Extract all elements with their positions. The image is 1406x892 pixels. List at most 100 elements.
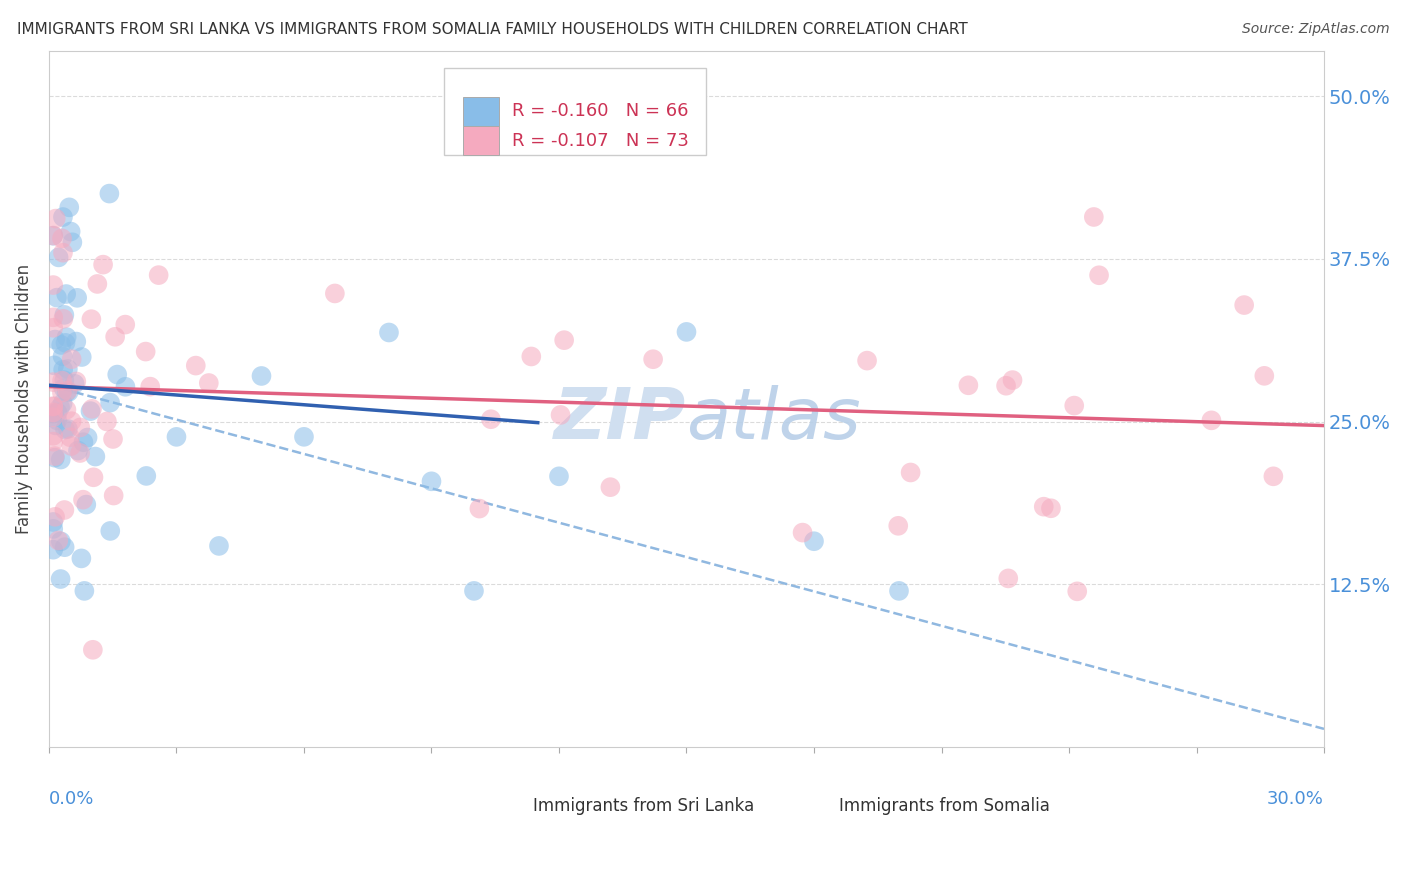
Point [52, 245, 75, 260]
Point [1201, 413, 1223, 427]
Point [1083, 210, 1105, 224]
Point [53, 423, 76, 437]
Point [643, 352, 665, 367]
Point [479, 412, 502, 426]
Point [98, 186, 121, 201]
Point [98, 395, 121, 409]
Point [55, 287, 77, 301]
Text: Immigrants from Sri Lanka: Immigrants from Sri Lanka [533, 797, 755, 815]
Point [42, 400, 65, 414]
Point [1066, 584, 1088, 599]
Point [96, 415, 118, 429]
Point [60, 414, 83, 428]
Point [91, 258, 114, 272]
Point [166, 430, 188, 444]
Point [520, 350, 543, 364]
Point [803, 534, 825, 549]
Point [69, 446, 91, 460]
Text: 0.0%: 0.0% [49, 790, 94, 808]
Point [42, 515, 65, 529]
Point [1253, 368, 1275, 383]
Point [52, 311, 75, 326]
Point [1001, 373, 1024, 387]
Point [135, 344, 157, 359]
Point [58, 384, 80, 399]
Point [79, 404, 101, 418]
Point [1063, 399, 1085, 413]
Point [59, 430, 82, 444]
Text: atlas: atlas [686, 385, 860, 454]
Point [52, 362, 75, 376]
Point [98, 524, 121, 538]
Point [59, 225, 82, 239]
Point [51, 385, 73, 400]
Point [82, 470, 104, 484]
Y-axis label: Family Households with Children: Family Households with Children [15, 264, 32, 534]
Point [49, 572, 72, 586]
FancyBboxPatch shape [464, 96, 499, 126]
Point [53, 373, 76, 387]
Point [1088, 268, 1111, 283]
Point [42, 522, 65, 536]
Point [42, 428, 65, 442]
Point [957, 378, 980, 392]
Point [55, 335, 77, 350]
Point [44, 450, 66, 465]
Point [80, 312, 103, 326]
Point [46, 413, 69, 427]
Point [51, 374, 73, 388]
Point [792, 525, 814, 540]
Point [198, 376, 221, 390]
Point [104, 330, 127, 344]
FancyBboxPatch shape [499, 774, 527, 801]
Point [42, 375, 65, 389]
Point [51, 338, 73, 352]
Point [42, 542, 65, 557]
Point [995, 378, 1018, 392]
Point [55, 330, 77, 344]
Point [63, 376, 86, 391]
Point [42, 359, 65, 373]
Point [66, 291, 89, 305]
Point [76, 430, 98, 444]
Point [49, 534, 72, 549]
Point [45, 211, 67, 226]
Point [86, 277, 108, 291]
Text: Source: ZipAtlas.com: Source: ZipAtlas.com [1241, 22, 1389, 37]
Point [553, 333, 575, 347]
Point [52, 210, 75, 224]
Text: ZIP: ZIP [554, 385, 686, 454]
Point [114, 318, 136, 332]
Point [56, 422, 79, 436]
Point [42, 405, 65, 419]
Text: 30.0%: 30.0% [1267, 790, 1324, 808]
Text: R = -0.107   N = 73: R = -0.107 N = 73 [512, 131, 689, 150]
Point [101, 432, 124, 446]
Point [53, 503, 76, 517]
Point [292, 430, 315, 444]
Point [65, 375, 87, 389]
Point [55, 402, 77, 417]
Point [1039, 501, 1062, 516]
Point [208, 539, 231, 553]
Point [73, 583, 96, 598]
FancyBboxPatch shape [807, 774, 835, 801]
Point [900, 466, 922, 480]
Point [139, 379, 162, 393]
Point [49, 401, 72, 415]
Point [463, 583, 485, 598]
Point [887, 518, 910, 533]
Point [65, 334, 87, 349]
Point [56, 362, 79, 376]
Point [114, 380, 136, 394]
Text: R = -0.160   N = 66: R = -0.160 N = 66 [512, 103, 689, 120]
Point [60, 235, 83, 250]
Point [51, 349, 73, 363]
Point [675, 325, 697, 339]
Point [42, 434, 65, 449]
Point [51, 231, 73, 245]
Point [52, 396, 75, 410]
Point [42, 407, 65, 421]
Text: Immigrants from Somalia: Immigrants from Somalia [839, 797, 1050, 815]
Point [80, 401, 103, 416]
